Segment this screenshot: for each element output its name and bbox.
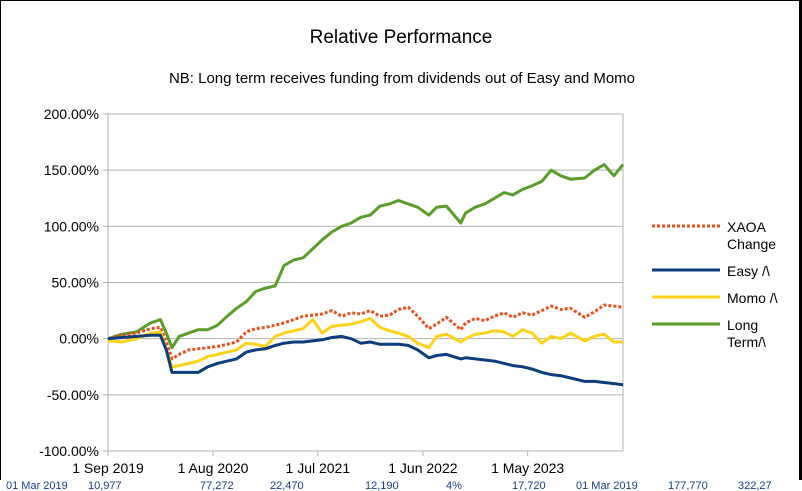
x-tick-label: 1 May 2023	[491, 460, 564, 476]
y-tick-label: -50.00%	[47, 387, 99, 403]
strip-cell: 01 Mar 2019	[576, 480, 638, 491]
strip-cell: 177,770	[668, 480, 708, 491]
series-line-1	[107, 333, 624, 387]
strip-cell: 4%	[446, 480, 462, 491]
y-tick-label: 50.00%	[52, 275, 99, 291]
strip-cell: 22,470	[270, 480, 304, 491]
y-tick-label: 200.00%	[44, 106, 99, 122]
strip-cell: 12,190	[365, 480, 399, 491]
legend-label-1: Easy /\	[727, 263, 770, 279]
spreadsheet-strip: 01 Mar 2019 10,977 77,272 22,470 12,190 4% 17,…	[0, 480, 802, 491]
legend-label-0: XAOA	[727, 219, 767, 235]
x-tick-label: 1 Sep 2019	[72, 460, 144, 476]
legend-label-3: Term/\	[727, 334, 766, 350]
strip-cell: 322,27	[738, 480, 772, 491]
series-line-0	[107, 303, 624, 361]
y-tick-label: 150.00%	[44, 162, 99, 178]
strip-cell: 10,977	[88, 480, 122, 491]
y-tick-label: -100.00%	[39, 443, 99, 459]
strip-cell: 01 Mar 2019	[6, 480, 68, 491]
x-tick-label: 1 Jun 2022	[388, 460, 457, 476]
chart-subtitle: NB: Long term receives funding from divi…	[169, 70, 635, 87]
y-tick-label: 0.00%	[59, 331, 99, 347]
strip-cell: 77,272	[200, 480, 234, 491]
x-tick-label: 1 Jul 2021	[286, 460, 351, 476]
y-tick-label: 100.00%	[44, 218, 99, 234]
series-line-3	[107, 163, 625, 350]
chart-title: Relative Performance	[310, 27, 493, 48]
legend-label-0: Change	[727, 236, 776, 252]
series-line-2	[107, 316, 623, 369]
strip-cell: 17,720	[512, 480, 546, 491]
x-tick-label: 1 Aug 2020	[178, 460, 249, 476]
legend-label-2: Momo /\	[727, 290, 778, 306]
legend-label-3: Long	[727, 317, 758, 333]
